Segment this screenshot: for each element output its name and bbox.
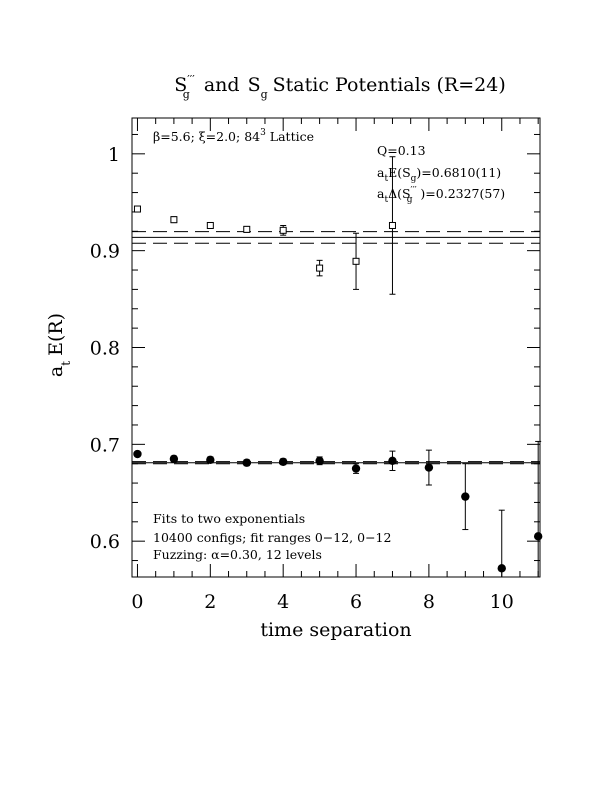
ground-energy-label: atE(Sg)=0.6810(11) (377, 165, 501, 184)
excited-state-point (170, 216, 178, 224)
fit-quality-label: Q=0.13 (377, 143, 426, 158)
x-tick-label: 2 (204, 591, 216, 613)
ground-state-point (424, 463, 434, 472)
x-tick-label: 10 (490, 591, 514, 613)
fit-lines (132, 231, 540, 465)
config-note: 10400 configs; fit ranges 0−12, 0−12 (153, 530, 391, 545)
data-markers (133, 205, 543, 573)
ground-state-point (133, 449, 142, 459)
y-tick-label: 0.9 (90, 241, 120, 263)
x-axis-label: time separation (260, 619, 411, 641)
y-tick-label: 1 (108, 144, 120, 166)
y-tick-label: 0.8 (90, 338, 120, 360)
ground-state-point (351, 464, 361, 473)
y-tick-label: 0.7 (90, 434, 120, 456)
ground-state-point (461, 492, 470, 501)
chart-title: S′′′ g and Sg Static Potentials (R=24) (174, 73, 505, 101)
excited-state-point (243, 225, 251, 233)
lattice-annotation: β=5.6; ξ=2.0; 843 Lattice (153, 128, 314, 144)
ground-state-point (242, 458, 251, 467)
y-axis-label: atE(R) (45, 313, 73, 377)
x-tick-label: 0 (131, 591, 143, 613)
excited-state-point (133, 205, 141, 213)
x-tick-label: 4 (277, 591, 289, 613)
excited-state-point (352, 257, 360, 265)
excited-state-point (316, 264, 324, 272)
ground-state-point (278, 457, 288, 466)
ground-state-point (169, 454, 179, 464)
ground-state-point (497, 564, 506, 573)
excited-state-point (206, 221, 214, 229)
energy-gap-label: atΔ(S′′′ g )=0.2327(57) (377, 186, 505, 205)
ground-state-point (533, 532, 543, 541)
ground-state-point (388, 456, 397, 465)
ground-state-point (315, 456, 324, 465)
ground-state-point (206, 455, 215, 465)
y-tick-label: 0.6 (90, 531, 120, 553)
axis-tick-labels: 0 2 4 6 8 10 0.6 0.7 0.8 0.9 1 (90, 144, 514, 613)
fit-method-note: Fits to two exponentials (153, 511, 305, 526)
excited-state-point (388, 221, 396, 229)
excited-state-point (279, 226, 287, 234)
x-tick-label: 6 (350, 591, 362, 613)
fuzzing-note: Fuzzing: α=0.30, 12 levels (153, 547, 322, 562)
x-tick-label: 8 (423, 591, 435, 613)
